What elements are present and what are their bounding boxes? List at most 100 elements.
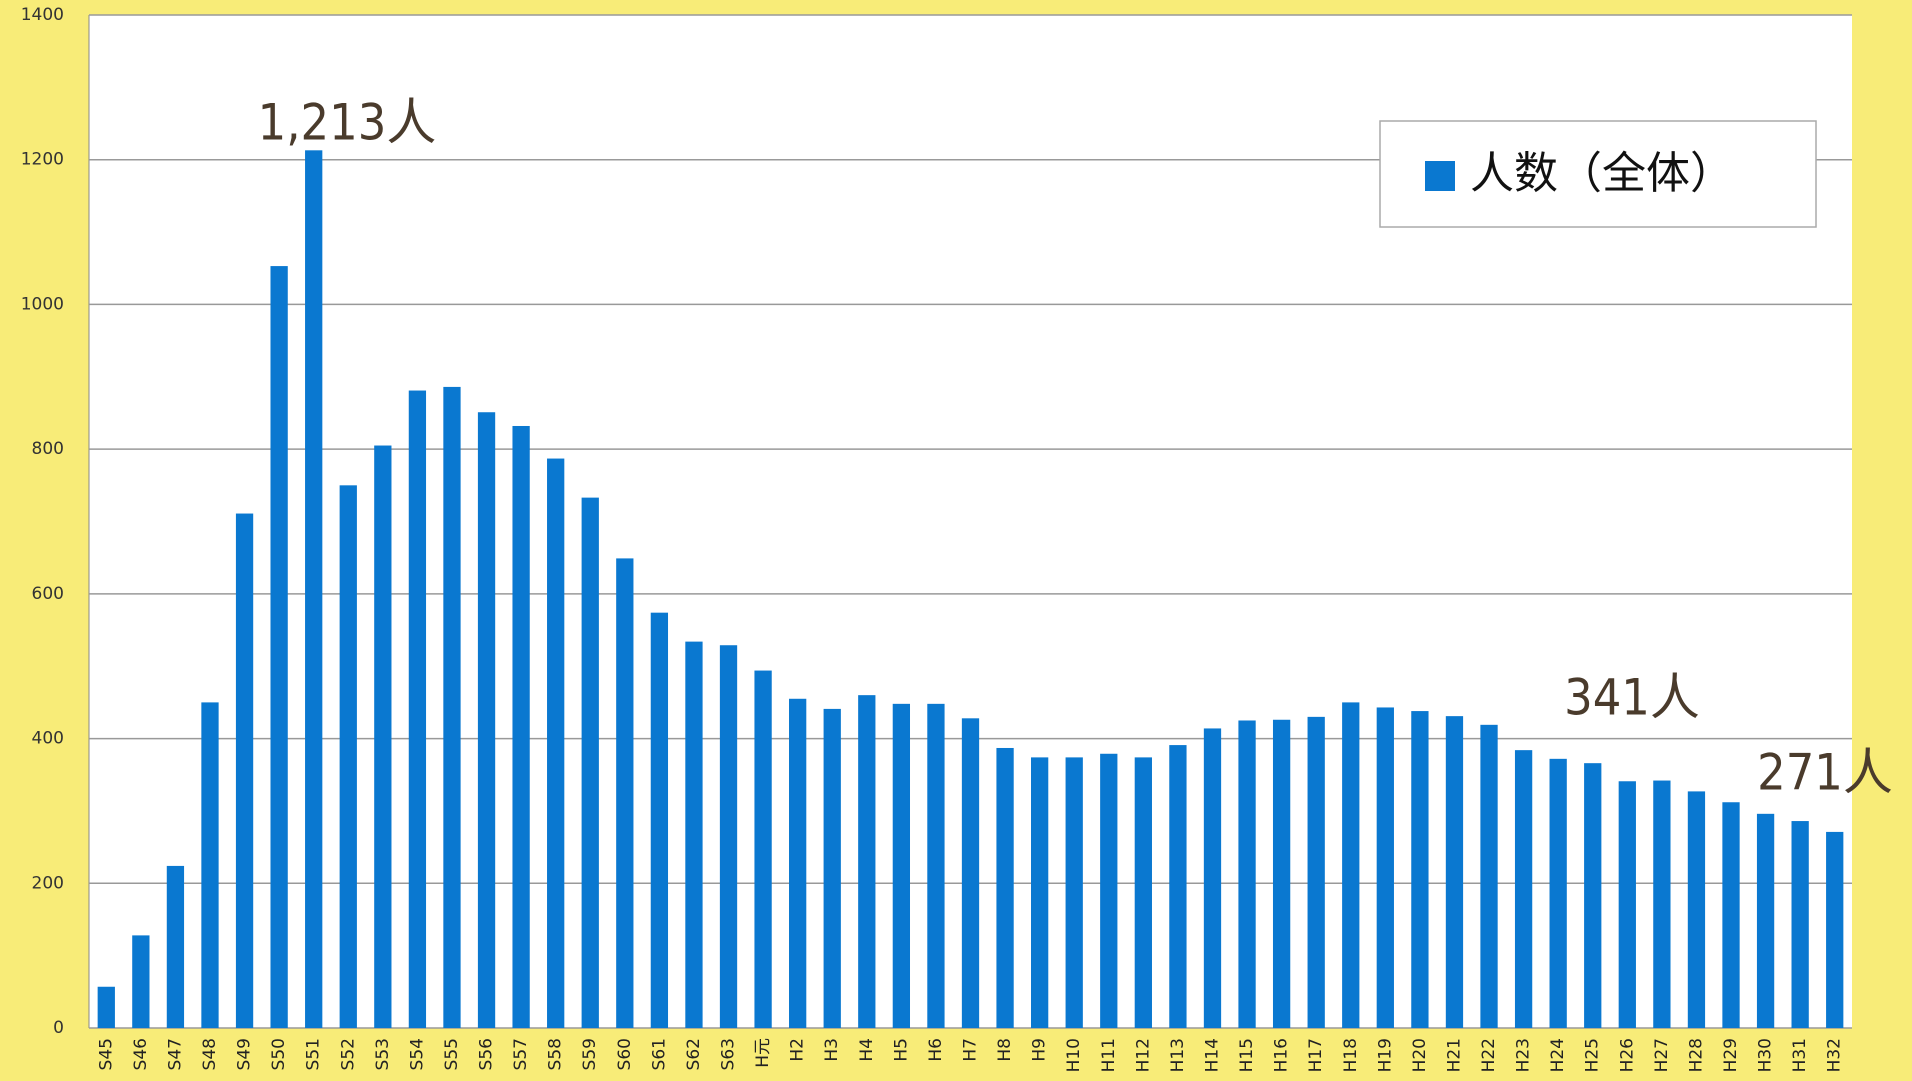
x-tick-label: H2 — [788, 1038, 808, 1062]
x-tick-label: H27 — [1652, 1038, 1672, 1072]
x-tick-label: H12 — [1133, 1038, 1153, 1072]
x-tick-label: S45 — [96, 1038, 116, 1070]
x-tick-label: H28 — [1686, 1038, 1706, 1072]
x-tick-label: H20 — [1410, 1038, 1430, 1072]
bar — [1238, 720, 1256, 1028]
bar — [374, 445, 392, 1028]
x-tick-label: S51 — [304, 1038, 324, 1070]
x-tick-label: H18 — [1341, 1038, 1361, 1072]
bar — [1134, 757, 1152, 1028]
x-tick-label: H16 — [1272, 1038, 1292, 1072]
x-tick-label: H14 — [1202, 1038, 1222, 1072]
legend-label: 人数（全体） — [1470, 148, 1734, 199]
x-tick-label: H24 — [1548, 1038, 1568, 1072]
bar — [1342, 702, 1360, 1028]
x-tick-label: H30 — [1756, 1038, 1776, 1072]
bar — [1100, 753, 1118, 1028]
bar — [858, 695, 876, 1028]
bar — [512, 425, 530, 1028]
x-tick-label: H6 — [926, 1038, 946, 1062]
y-tick-label: 1200 — [21, 150, 64, 170]
x-tick-label: H31 — [1790, 1038, 1810, 1072]
x-tick-label: H5 — [891, 1038, 911, 1062]
x-tick-label: S55 — [442, 1038, 462, 1070]
bar — [892, 703, 911, 1028]
x-tick-label: S59 — [580, 1038, 600, 1070]
x-tick-label: H7 — [961, 1038, 981, 1062]
bar — [1791, 821, 1809, 1028]
bar — [996, 747, 1014, 1028]
x-tick-label: S46 — [131, 1038, 151, 1070]
bar — [789, 698, 807, 1028]
bar — [235, 513, 254, 1028]
y-tick-label: 200 — [32, 873, 64, 893]
bar — [443, 386, 461, 1028]
bar — [1756, 813, 1775, 1028]
bar — [1203, 728, 1222, 1028]
legend-swatch — [1425, 161, 1455, 191]
y-tick-label: 600 — [32, 584, 64, 604]
bar — [201, 702, 219, 1028]
y-tick-label: 1400 — [21, 5, 64, 25]
x-tick-label: S54 — [407, 1038, 427, 1070]
y-tick-label: 1000 — [21, 294, 64, 314]
bar — [754, 670, 772, 1028]
x-tick-label: S48 — [200, 1038, 220, 1070]
bar — [166, 865, 185, 1028]
bar — [477, 412, 496, 1028]
x-tick-label: H25 — [1583, 1038, 1603, 1072]
bar — [650, 612, 669, 1028]
x-tick-label: H4 — [857, 1038, 877, 1062]
bar — [132, 935, 150, 1028]
x-tick-label: H3 — [822, 1038, 842, 1062]
bar — [1272, 719, 1291, 1028]
bar — [270, 266, 288, 1028]
y-tick-label: 0 — [53, 1018, 64, 1038]
x-tick-label: H17 — [1306, 1038, 1326, 1072]
x-tick-label: H8 — [995, 1038, 1015, 1062]
x-tick-label: H23 — [1514, 1038, 1534, 1072]
bar — [1307, 716, 1325, 1028]
bar — [581, 497, 599, 1028]
bar — [685, 641, 703, 1028]
x-tick-label: H32 — [1825, 1038, 1845, 1072]
x-tick-label: S57 — [511, 1038, 531, 1070]
x-tick-label: S60 — [615, 1038, 635, 1070]
x-tick-label: S61 — [649, 1038, 669, 1070]
bar — [927, 703, 945, 1028]
x-tick-label: S62 — [684, 1038, 704, 1070]
bar — [1480, 724, 1498, 1028]
bar — [1618, 781, 1636, 1028]
bar — [823, 708, 841, 1028]
x-tick-label: S50 — [269, 1038, 289, 1070]
bar — [1722, 802, 1740, 1028]
x-tick-label: H19 — [1375, 1038, 1395, 1072]
y-tick-label: 400 — [32, 729, 64, 749]
bar — [1411, 711, 1429, 1028]
bar — [1030, 757, 1049, 1028]
x-tick-label: S56 — [477, 1038, 497, 1070]
bar — [616, 558, 634, 1028]
annotation: 341人 — [1564, 669, 1700, 727]
x-tick-label: S49 — [235, 1038, 255, 1070]
bar — [1169, 745, 1187, 1028]
bar — [97, 986, 115, 1028]
x-tick-label: S47 — [165, 1038, 185, 1070]
bar — [1514, 750, 1533, 1028]
x-tick-label: S58 — [546, 1038, 566, 1070]
x-tick-label: S53 — [373, 1038, 393, 1070]
x-tick-label: H29 — [1721, 1038, 1741, 1072]
x-tick-label: H9 — [1030, 1038, 1050, 1062]
bar — [1549, 758, 1567, 1028]
bar — [961, 718, 980, 1028]
bar — [1584, 763, 1602, 1028]
bar — [719, 645, 738, 1028]
x-tick-label: H元 — [753, 1038, 773, 1068]
bar — [1687, 791, 1706, 1028]
x-tick-label: H21 — [1444, 1038, 1464, 1072]
annotation: 1,213人 — [258, 94, 437, 152]
bar — [408, 390, 427, 1028]
bar — [1065, 757, 1083, 1028]
bar — [1826, 831, 1844, 1028]
